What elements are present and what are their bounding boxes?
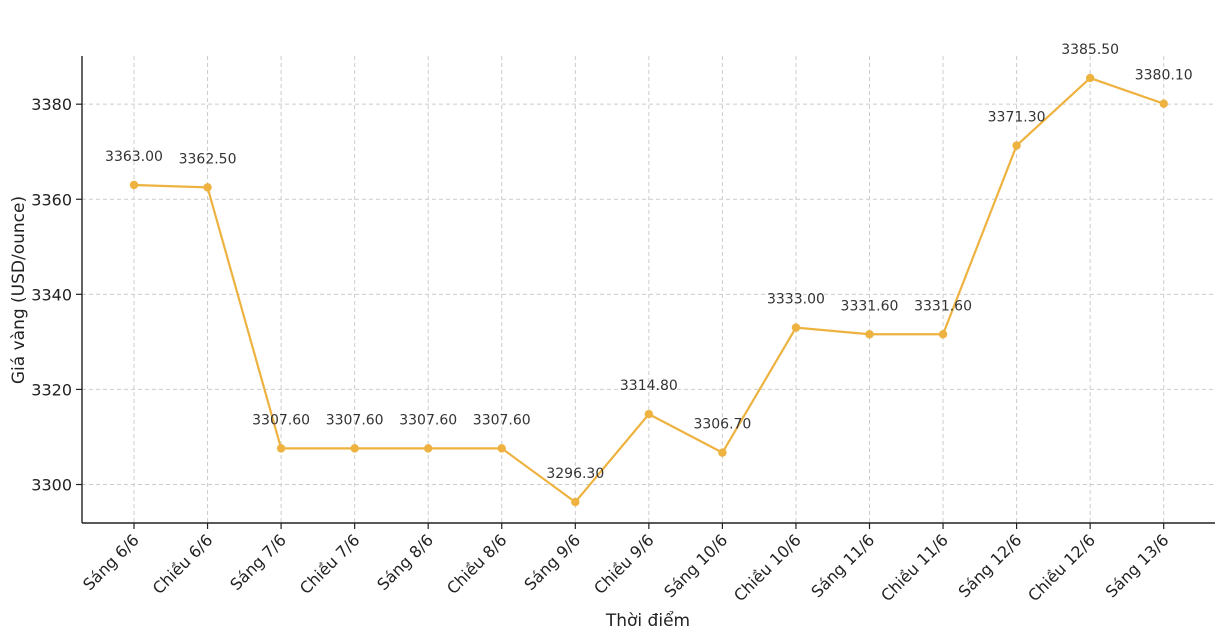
data-point bbox=[276, 444, 286, 453]
x-tick-label: Sáng 7/6 bbox=[226, 530, 290, 594]
x-tick-label: Chiều 6/6 bbox=[149, 530, 217, 598]
x-tick-label: Chiều 11/6 bbox=[877, 530, 952, 605]
y-axis-title: Giá vàng (USD/ounce) bbox=[9, 196, 29, 384]
data-point bbox=[203, 183, 212, 192]
y-tick-label: 3380 bbox=[31, 95, 72, 114]
data-label: 3296.30 bbox=[546, 466, 604, 482]
data-point bbox=[1085, 73, 1095, 83]
y-tick-label: 3320 bbox=[31, 380, 72, 399]
series-line-group bbox=[129, 73, 1168, 507]
data-label: 3307.60 bbox=[473, 412, 531, 428]
data-label: 3363.00 bbox=[105, 149, 163, 165]
data-label: 3385.50 bbox=[1061, 42, 1119, 58]
data-label: 3380.10 bbox=[1135, 68, 1193, 84]
data-label: 3307.60 bbox=[252, 412, 310, 428]
data-point bbox=[571, 497, 580, 507]
data-point bbox=[865, 330, 874, 339]
y-tick-label: 3300 bbox=[31, 476, 72, 495]
data-labels: 3363.00 3362.50 3307.60 3307.60 3307.60 3307.… bbox=[105, 42, 1193, 482]
data-point bbox=[718, 448, 727, 457]
data-point bbox=[644, 409, 654, 419]
data-label: 3333.00 bbox=[767, 292, 825, 308]
x-axis-title: Thời điểm bbox=[605, 610, 690, 631]
x-tick-label: Chiều 8/6 bbox=[443, 530, 511, 598]
y-tick-label: 3340 bbox=[31, 285, 72, 304]
y-axis-ticks: 3300 3320 3340 3360 3380 bbox=[31, 95, 82, 495]
x-tick-label: Chiều 9/6 bbox=[590, 530, 658, 598]
data-label: 3331.60 bbox=[841, 298, 899, 314]
data-point bbox=[1159, 99, 1168, 108]
x-tick-label: Sáng 6/6 bbox=[79, 530, 143, 594]
x-tick-label: Sáng 11/6 bbox=[807, 530, 878, 601]
data-point bbox=[129, 180, 139, 190]
x-tick-label: Sáng 12/6 bbox=[955, 530, 1026, 601]
data-point bbox=[350, 444, 359, 453]
data-point bbox=[1012, 141, 1021, 150]
data-label: 3307.60 bbox=[399, 412, 457, 428]
data-point bbox=[424, 444, 433, 453]
data-label: 3362.50 bbox=[179, 151, 237, 167]
data-point bbox=[938, 330, 948, 339]
x-tick-label: Chiều 12/6 bbox=[1024, 530, 1099, 605]
x-tick-label: Chiều 7/6 bbox=[296, 530, 364, 598]
x-tick-label: Sáng 13/6 bbox=[1102, 530, 1173, 601]
x-tick-label: Chiều 10/6 bbox=[730, 530, 805, 605]
data-label: 3314.80 bbox=[620, 378, 678, 394]
data-label: 3307.60 bbox=[326, 412, 384, 428]
data-point bbox=[791, 323, 801, 332]
data-label: 3331.60 bbox=[914, 298, 972, 314]
data-label: 3371.30 bbox=[988, 110, 1046, 126]
x-tick-label: Sáng 8/6 bbox=[373, 530, 437, 594]
x-axis-ticks: Sáng 6/6 Chiều 6/6 Sáng 7/6 Chiều 7/6 Sáng 8… bbox=[79, 523, 1173, 605]
data-point bbox=[497, 444, 506, 453]
grid-lines bbox=[82, 56, 1215, 523]
x-tick-label: Sáng 10/6 bbox=[660, 530, 731, 601]
x-tick-label: Sáng 9/6 bbox=[520, 530, 584, 594]
y-tick-label: 3360 bbox=[31, 190, 72, 209]
data-label: 3306.70 bbox=[693, 417, 751, 433]
